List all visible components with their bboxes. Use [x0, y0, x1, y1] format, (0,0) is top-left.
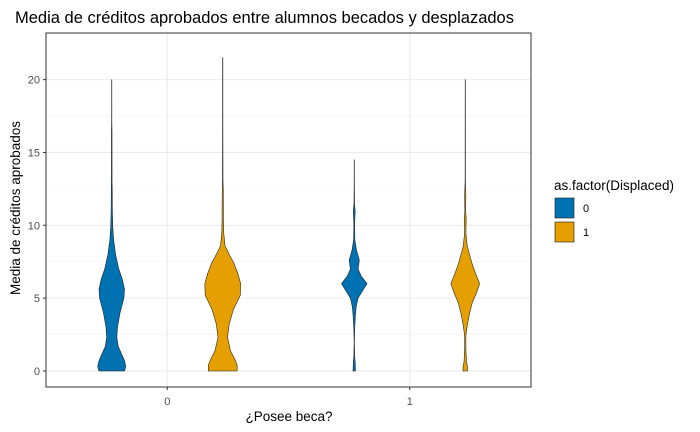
violin-0-cat-1	[341, 159, 368, 372]
legend-title: as.factor(Displaced)	[554, 178, 674, 193]
x-axis-title: ¿Posee beca?	[245, 409, 332, 424]
x-tick-label: 0	[164, 396, 170, 408]
violin-0-cat-0	[97, 79, 127, 372]
legend-label-0: 0	[583, 203, 589, 215]
legend-items: 01	[554, 197, 589, 243]
y-tick-label: 15	[28, 147, 40, 159]
legend-key-1	[554, 221, 575, 243]
y-tick-label: 5	[34, 293, 40, 305]
grid	[46, 33, 531, 387]
violins	[97, 57, 480, 372]
legend-label-1: 1	[583, 227, 589, 239]
plot-border	[45, 32, 532, 388]
violin-1-cat-0	[204, 57, 241, 372]
y-axis: 0 5 10 15 20	[28, 75, 46, 378]
y-tick-label: 20	[28, 75, 40, 87]
plot-area	[45, 32, 532, 388]
y-tick-label: 0	[34, 366, 40, 378]
chart-title: Media de créditos aprobados entre alumno…	[15, 9, 514, 27]
legend-key-0	[554, 197, 575, 219]
y-tick-label: 10	[28, 220, 40, 232]
x-tick-label: 1	[407, 396, 413, 408]
violin-1-cat-1	[450, 79, 480, 372]
plot-panel	[46, 33, 531, 387]
y-axis-title: Media de créditos aprobados	[8, 121, 23, 295]
legend: as.factor(Displaced) 01	[554, 178, 674, 243]
